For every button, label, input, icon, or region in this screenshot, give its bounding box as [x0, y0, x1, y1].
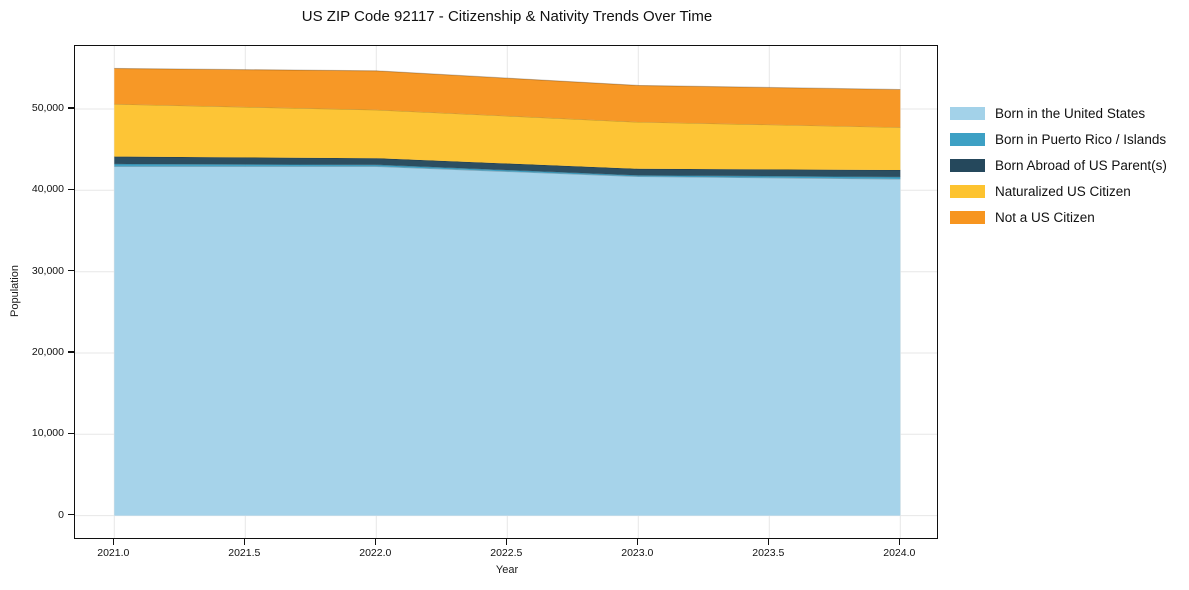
x-tick-mark [243, 538, 245, 545]
y-tick-label: 20,000 [31, 345, 64, 358]
y-tick-label: 40,000 [31, 183, 64, 196]
chart-title: US ZIP Code 92117 - Citizenship & Nativi… [301, 8, 713, 25]
x-tick-mark [112, 538, 114, 545]
y-tick-mark [68, 270, 74, 272]
x-tick-mark [636, 538, 638, 545]
area-born-in-the-united-states [114, 166, 901, 516]
x-axis-label: Year [495, 564, 519, 576]
area-born-in-puerto-rico-islands [114, 163, 901, 179]
x-tick-label: 2022.5 [490, 547, 523, 559]
x-tick-mark [767, 538, 769, 545]
legend: Born in the United States Born in Puerto … [950, 103, 1167, 227]
legend-item-born-abroad-of-us-parent-s: Born Abroad of US Parent(s) [950, 155, 1167, 175]
legend-label: Born Abroad of US Parent(s) [995, 157, 1167, 173]
x-tick-label: 2022.0 [359, 547, 392, 559]
legend-item-born-in-the-united-states: Born in the United States [950, 103, 1167, 123]
legend-swatch-icon [950, 158, 985, 172]
x-tick-mark [374, 538, 376, 545]
y-tick-label: 10,000 [31, 427, 64, 440]
area-edge-not-a-us-citizen [114, 67, 901, 91]
legend-label: Born in Puerto Rico / Islands [995, 131, 1167, 147]
x-tick-label: 2024.0 [883, 547, 916, 559]
y-tick-mark [68, 351, 74, 353]
area-not-a-us-citizen [114, 68, 901, 128]
legend-swatch-icon [950, 210, 985, 224]
y-tick-label: 30,000 [31, 264, 64, 277]
legend-item-born-in-puerto-rico-islands: Born in Puerto Rico / Islands [950, 129, 1167, 149]
legend-label: Naturalized US Citizen [995, 183, 1131, 199]
legend-label: Born in the United States [995, 105, 1146, 121]
x-tick-mark [505, 538, 507, 545]
x-tick-label: 2023.0 [621, 547, 654, 559]
legend-item-naturalized-us-citizen: Naturalized US Citizen [950, 181, 1167, 201]
y-tick-mark [68, 514, 74, 516]
x-tick-label: 2023.5 [752, 547, 785, 559]
legend-swatch-icon [950, 132, 985, 146]
legend-item-not-a-us-citizen: Not a US Citizen [950, 207, 1167, 227]
legend-swatch-icon [950, 106, 985, 120]
area-naturalized-us-citizen [114, 104, 901, 170]
area-born-abroad-of-us-parent-s [114, 156, 901, 177]
legend-label: Not a US Citizen [995, 209, 1095, 225]
y-tick-mark [68, 188, 74, 190]
y-tick-label: 50,000 [31, 102, 64, 115]
x-tick-label: 2021.0 [97, 547, 130, 559]
x-tick-mark [898, 538, 900, 545]
stacked-area-chart [75, 46, 937, 538]
y-tick-mark [68, 432, 74, 434]
y-tick-mark [68, 107, 74, 109]
y-tick-label: 0 [58, 508, 64, 521]
plot-area [74, 45, 938, 539]
x-tick-label: 2021.5 [228, 547, 261, 559]
legend-swatch-icon [950, 184, 985, 198]
